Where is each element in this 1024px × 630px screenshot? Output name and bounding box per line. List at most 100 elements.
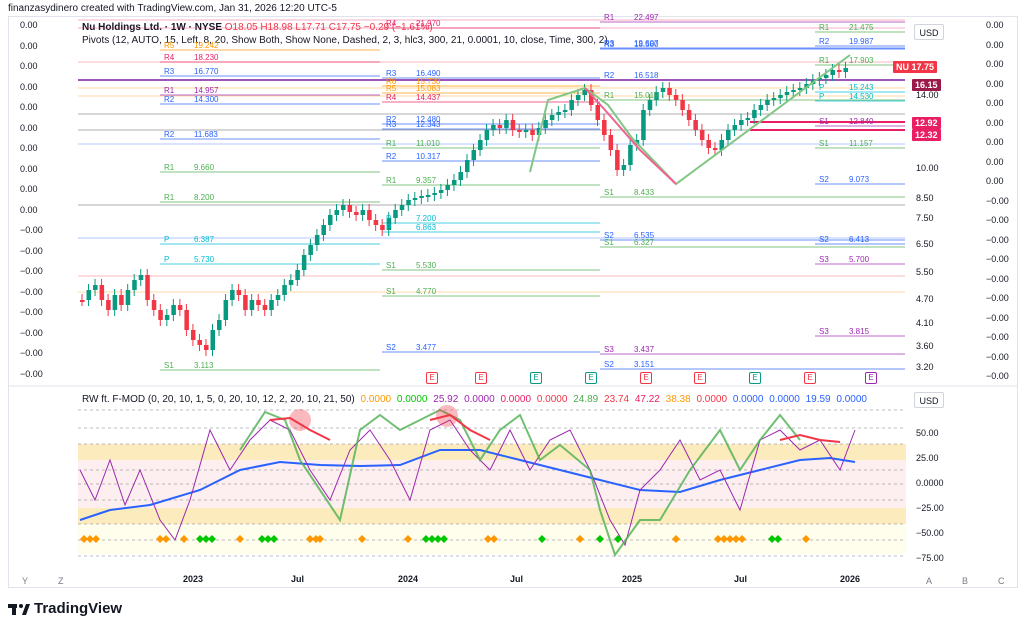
price-scale-label: 8.50: [916, 193, 934, 203]
earnings-badge[interactable]: E: [426, 372, 438, 384]
candle-body: [471, 150, 477, 160]
symbol-title[interactable]: Nu Holdings Ltd. · 1W · NYSE: [82, 22, 222, 33]
earnings-badge[interactable]: E: [640, 372, 652, 384]
oscillator-values: 0.0000 0.0000 25.92 0.0000 0.0000 0.0000…: [358, 394, 867, 405]
signal-diamond: [180, 535, 188, 543]
candle-body: [314, 235, 320, 245]
pivot-level-name: S1: [386, 261, 396, 270]
pivot-level-name: R1: [604, 91, 615, 100]
earnings-badge[interactable]: E: [804, 372, 816, 384]
signal-diamond: [490, 535, 498, 543]
pivot-level-name: R4: [386, 93, 397, 102]
candle-body: [562, 110, 568, 112]
pivot-level-name: R2: [164, 95, 175, 104]
right-scale-label: 0.00: [986, 39, 1004, 50]
oscillator-title[interactable]: RW ft. F-MOD (0, 20, 10, 1, 5, 0, 20, 10…: [82, 394, 355, 405]
oscillator-value: 23.74: [601, 394, 630, 405]
pivot-level-value: 15.083: [416, 84, 441, 93]
pivot-level-name: R1: [604, 13, 615, 22]
left-scale-label: 0.00: [20, 81, 38, 92]
oscillator-value: 24.89: [570, 394, 599, 405]
pivot-level-value: 3.477: [416, 343, 437, 352]
right-scale-label: 0.00: [986, 137, 1004, 147]
candle-body: [360, 210, 366, 215]
pivot-level-value: 19.242: [194, 41, 219, 50]
corner-button: A: [926, 576, 933, 586]
pivot-level-value: 6.413: [849, 235, 870, 244]
price-tag: NU 17.75: [893, 61, 938, 73]
pivot-level-value: 14.530: [849, 92, 874, 101]
candle-body: [478, 140, 483, 150]
signal-diamond: [576, 535, 584, 543]
signal-diamond: [156, 535, 164, 543]
candle-body: [843, 68, 848, 72]
candle-body: [145, 275, 150, 300]
left-scale-label: −0.00: [20, 245, 43, 256]
left-scale-label: −0.00: [20, 327, 43, 338]
price-tag-value: 12.92: [915, 118, 938, 128]
tradingview-logo-icon: [8, 603, 30, 615]
candle-body: [269, 300, 274, 310]
pivot-level-name: P: [819, 83, 825, 92]
earnings-badge[interactable]: E: [865, 372, 877, 384]
candle-body: [203, 345, 209, 350]
candle-body: [138, 275, 144, 280]
earnings-badge[interactable]: E: [585, 372, 597, 384]
left-scale-label: −0.00: [20, 225, 43, 235]
candle-body: [673, 95, 679, 100]
candle-body: [386, 218, 392, 230]
oscillator-value: 0.0000: [534, 394, 568, 405]
pivot-level-value: 18.580: [634, 40, 659, 49]
pivot-level-name: R4: [386, 19, 397, 28]
pivot-level-name: P: [386, 223, 392, 232]
candle-body: [217, 320, 222, 330]
right-scale-label: −0.00: [986, 273, 1009, 284]
pivots-legend[interactable]: Pivots (12, AUTO, 15, Left, 8, 20, Show …: [82, 35, 608, 46]
time-scale[interactable]: 2023 Jul 2024 Jul 2025 Jul 2026: [8, 572, 1018, 588]
brand-name: TradingView: [34, 600, 123, 617]
signal-diamond: [196, 535, 204, 543]
candle-body: [712, 148, 718, 150]
pivot-level-value: 14.437: [416, 93, 441, 102]
time-scale-label: 2026: [840, 574, 861, 584]
currency-button[interactable]: USD: [914, 24, 944, 40]
currency-button-osc[interactable]: USD: [914, 392, 944, 408]
pivot-level-name: R1: [386, 139, 397, 148]
left-scale-label: 0.00: [20, 61, 38, 71]
signal-diamond: [264, 535, 272, 543]
candle-body: [132, 280, 137, 290]
right-scale-label: 0.00: [986, 156, 1004, 167]
earnings-badge[interactable]: E: [694, 372, 706, 384]
candle-body: [517, 130, 522, 132]
earnings-badge[interactable]: E: [749, 372, 761, 384]
candle-body: [778, 95, 783, 98]
pivot-level-name: P: [386, 214, 392, 223]
right-scale-label: −0.00: [986, 254, 1009, 264]
right-scale-label: −0.00: [986, 195, 1009, 206]
pivot-level-name: S1: [164, 361, 174, 370]
oscillator-scale[interactable]: 50.00 25.00 0.0000 −25.00 −50.00 −75.00: [912, 392, 952, 572]
signal-diamond: [538, 535, 546, 543]
pivot-level-name: S2: [604, 231, 614, 240]
right-scale-label: 0.00: [986, 117, 1004, 128]
candle-body: [256, 300, 261, 305]
pivot-level-value: 5.700: [849, 255, 870, 264]
right-scale[interactable]: 0.00 0.00 0.00 0.00 0.00 0.00 0.00 0.00 0.00 −0.0…: [950, 16, 1018, 386]
earnings-badge[interactable]: E: [530, 372, 542, 384]
pivot-level-name: S2: [819, 235, 829, 244]
pivot-level-name: S3: [819, 327, 829, 336]
signal-diamond: [774, 535, 782, 543]
oscillator-value: 0.0000: [497, 394, 532, 405]
earnings-badge[interactable]: E: [475, 372, 487, 384]
price-scale[interactable]: 14.00 10.00 8.50 7.50 6.50 5.50 4.70 4.10 3.60 3.…: [912, 16, 952, 386]
pivot-level-name: R1: [819, 56, 830, 65]
corner-button: C: [998, 576, 1005, 586]
pivot-level-value: 7.200: [416, 214, 437, 223]
time-scale-label: Jul: [734, 574, 748, 584]
left-scale-label: 0.00: [20, 20, 38, 30]
candle-body: [543, 120, 548, 128]
osc-purple-line: [79, 419, 856, 547]
left-scale[interactable]: 0.00 0.00 0.00 0.00 0.00 0.00 0.00 0.00 0.00 0.00…: [12, 16, 68, 386]
candle-body: [373, 220, 379, 225]
